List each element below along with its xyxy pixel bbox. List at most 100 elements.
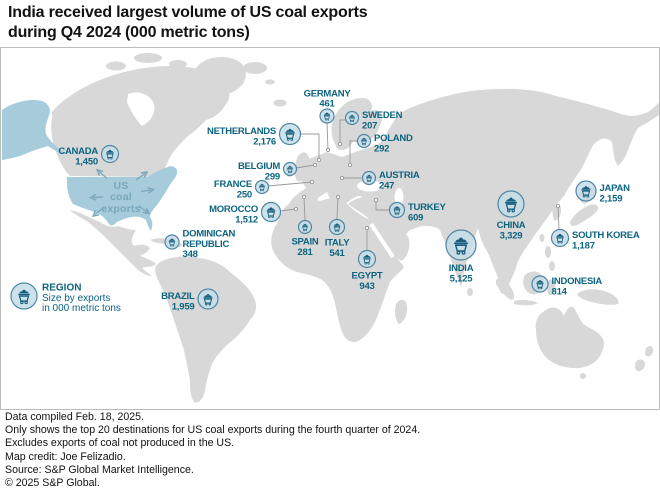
arctic-island [134, 53, 162, 63]
marker-value: 814 [552, 287, 568, 298]
marker-value: 348 [183, 249, 198, 260]
marker-label: MOROCCO [209, 204, 258, 215]
leader-endpoint [339, 175, 345, 181]
leader-endpoint [293, 206, 299, 212]
leader-line [557, 205, 560, 230]
java [514, 299, 538, 306]
marker-label: GERMANY [304, 89, 352, 100]
arrow-northwest-icon [95, 168, 108, 179]
alaska [2, 100, 66, 160]
arctic-island [169, 60, 187, 68]
leader-line [295, 164, 316, 169]
marker-value: 5,125 [450, 274, 474, 285]
new-zealand [645, 345, 654, 357]
marker-label: DOMINICAN [183, 229, 236, 240]
marker-value: 461 [319, 99, 335, 110]
taiwan [539, 234, 545, 242]
us-label-line3: exports [101, 203, 140, 215]
marker-label: BRAZIL [161, 291, 195, 302]
sulawesi [547, 279, 556, 296]
legend-desc-line2: in 000 metric tons [42, 303, 121, 314]
marker-label: NETHERLANDS [207, 126, 276, 137]
marker-value: 281 [297, 247, 313, 258]
marker-label: FRANCE [214, 179, 252, 190]
leader-endpoint [347, 162, 353, 168]
caspian-sea [394, 188, 404, 206]
island [265, 79, 275, 85]
leader-endpoint [555, 203, 561, 209]
new-zealand [635, 359, 646, 372]
legend: REGION Size by exports in 000 metric ton… [10, 282, 121, 314]
marker-label: INDONESIA [552, 276, 603, 287]
leader-endpoint [373, 197, 379, 203]
leader-endpoint [337, 141, 343, 147]
leader-endpoint [316, 157, 322, 163]
chart-title: India received largest volume of US coal… [8, 3, 368, 43]
marker-value: 250 [237, 190, 252, 201]
marker-label: BELGIUM [238, 161, 280, 172]
leader-endpoint [312, 162, 318, 168]
marker-value: 3,329 [500, 231, 523, 242]
marker-label: POLAND [374, 133, 413, 144]
us-label-line1: US [114, 180, 129, 192]
marker-value: 609 [408, 213, 423, 224]
marker-value: 292 [374, 144, 389, 155]
marker-label: AUSTRIA [379, 170, 420, 181]
red-sea [369, 222, 395, 259]
south-america [155, 256, 257, 403]
leader-line [326, 121, 329, 151]
arctic-island [106, 61, 126, 71]
leader-endpoint [301, 194, 307, 200]
philippines [545, 246, 551, 258]
footer-line-4: Map credit: Joe Felizadio. [5, 450, 126, 463]
marker-label: REPUBLIC [183, 239, 230, 250]
us-label-line2: coal [110, 191, 132, 203]
marker-label: SWEDEN [362, 110, 403, 121]
greenland [190, 56, 246, 98]
new-guinea [577, 289, 619, 305]
export-destination-markers: CANADA1,450NETHERLANDS2,176GERMANY461SWE… [58, 89, 640, 313]
arrow-west-icon [88, 193, 104, 201]
leader-line [375, 200, 389, 211]
marker-label: CHINA [497, 220, 526, 231]
leader-endpoint [364, 225, 370, 231]
footer-notes: Data compiled Feb. 18, 2025. Only shows … [5, 411, 420, 490]
arrow-southwest-icon [91, 207, 104, 218]
legend-desc-line1: Size by exports [42, 293, 110, 304]
leader-endpoint [325, 147, 331, 153]
footer-line-5: Source: S&P Global Market Intelligence. [5, 463, 194, 476]
footer-line-1: Data compiled Feb. 18, 2025. [5, 411, 144, 423]
marker-label: SOUTH KOREA [572, 230, 640, 241]
marker-label: CANADA [58, 146, 98, 157]
leader-line [279, 208, 297, 212]
marker-label: SPAIN [291, 237, 318, 248]
chart-title-line2: during Q4 2024 (000 metric tons) [8, 24, 250, 41]
madagascar [395, 299, 408, 324]
sri-lanka [467, 288, 473, 296]
mexico-central-america [70, 210, 156, 276]
contiguous-us [67, 166, 178, 231]
marker-value: 541 [329, 248, 345, 259]
marker-value: 1,512 [235, 215, 258, 226]
legend-title: REGION [42, 283, 81, 294]
marker-value: 2,159 [600, 194, 623, 205]
marker-value: 2,176 [253, 137, 276, 148]
world-map: US coal exports CANADA1,450NETHERLANDS2,… [0, 47, 660, 410]
